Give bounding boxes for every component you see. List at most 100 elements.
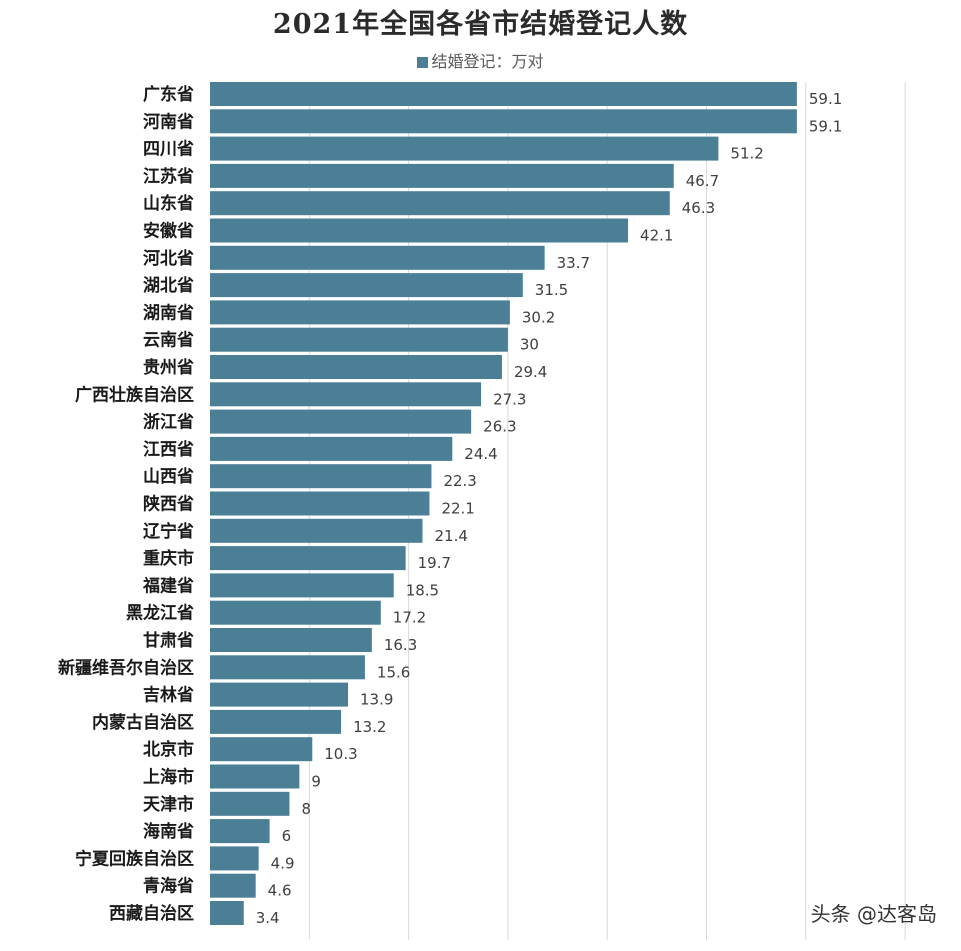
category-label: 西藏自治区 <box>109 903 194 924</box>
category-label: 青海省 <box>143 876 194 897</box>
category-label: 福建省 <box>142 575 194 596</box>
value-label: 3.4 <box>256 909 280 927</box>
bar <box>210 518 423 543</box>
category-label: 云南省 <box>143 330 194 351</box>
bar <box>210 901 244 925</box>
bar <box>210 109 797 134</box>
category-label: 浙江省 <box>143 412 194 433</box>
value-label: 22.1 <box>441 500 474 518</box>
value-label: 27.3 <box>493 390 526 408</box>
bar <box>210 682 349 707</box>
category-label: 吉林省 <box>143 685 194 706</box>
category-label: 重庆市 <box>143 548 194 569</box>
category-label: 山西省 <box>143 466 194 487</box>
category-label: 河南省 <box>143 111 194 132</box>
legend: 结婚登记：万对 <box>0 48 961 72</box>
value-label: 46.3 <box>682 199 715 217</box>
bar <box>210 218 629 243</box>
bar <box>210 655 365 680</box>
value-label: 59.1 <box>809 90 842 108</box>
bar <box>210 327 508 352</box>
category-label: 上海市 <box>143 767 194 788</box>
category-label: 北京市 <box>143 739 194 760</box>
category-label: 新疆维吾尔自治区 <box>58 657 194 678</box>
value-labels: 59.1 59.1 51.2 46.7 46.3 42.1 33.7 31.5 30.2 30 29… <box>256 90 843 927</box>
value-label: 30 <box>520 336 539 354</box>
value-label: 24.4 <box>464 445 497 463</box>
category-label: 黑龙江省 <box>126 603 194 624</box>
bar <box>210 464 432 489</box>
value-label: 15.6 <box>377 663 410 681</box>
bar <box>210 819 270 844</box>
bar <box>210 191 670 216</box>
bar <box>210 245 545 270</box>
bar <box>210 273 523 298</box>
bar <box>210 382 482 407</box>
category-label: 广东省 <box>143 84 194 105</box>
bar <box>210 491 430 516</box>
value-label: 46.7 <box>686 172 719 190</box>
watermark: 头条 @达客岛 <box>810 902 937 926</box>
bar <box>210 791 290 816</box>
bar <box>210 300 510 325</box>
category-labels: 广东省河南省四川省江苏省山东省安徽省河北省湖北省湖南省云南省贵州省广西壮族自治区… <box>58 84 194 924</box>
category-label: 内蒙古自治区 <box>92 712 194 733</box>
value-label: 4.9 <box>271 854 295 872</box>
bar <box>210 600 381 625</box>
bar <box>210 163 674 188</box>
category-label: 湖南省 <box>143 302 194 323</box>
value-label: 13.9 <box>360 691 393 709</box>
bar <box>210 737 313 762</box>
category-label: 辽宁省 <box>143 521 194 542</box>
value-label: 29.4 <box>514 363 547 381</box>
value-label: 42.1 <box>640 227 673 245</box>
category-label: 陕西省 <box>143 494 194 515</box>
category-label: 广西壮族自治区 <box>75 384 194 405</box>
value-label: 59.1 <box>809 117 842 135</box>
category-label: 甘肃省 <box>143 630 194 651</box>
bars <box>210 82 797 925</box>
category-label: 江西省 <box>143 439 194 460</box>
legend-label: 结婚登记：万对 <box>431 52 544 71</box>
value-label: 13.2 <box>353 718 386 736</box>
category-label: 江苏省 <box>143 166 194 187</box>
value-label: 19.7 <box>418 554 451 572</box>
bar <box>210 628 372 652</box>
bar <box>210 436 453 461</box>
value-label: 17.2 <box>393 609 426 627</box>
value-label: 22.3 <box>443 472 476 490</box>
bar <box>210 355 502 379</box>
value-label: 18.5 <box>406 581 439 599</box>
bar <box>210 873 256 898</box>
category-label: 四川省 <box>143 139 194 160</box>
value-label: 10.3 <box>324 745 357 763</box>
legend-swatch <box>417 57 429 68</box>
value-label: 21.4 <box>435 527 468 545</box>
category-label: 贵州省 <box>143 357 194 378</box>
bar <box>210 846 259 871</box>
value-label: 51.2 <box>730 145 763 163</box>
category-label: 宁夏回族自治区 <box>75 848 194 869</box>
category-label: 天津市 <box>143 794 194 815</box>
value-label: 30.2 <box>522 308 555 326</box>
bar <box>210 709 342 734</box>
value-label: 8 <box>301 800 311 818</box>
bar <box>210 82 797 106</box>
value-label: 6 <box>282 827 292 845</box>
value-label: 4.6 <box>268 882 292 900</box>
bar <box>210 546 406 571</box>
category-label: 海南省 <box>143 821 194 842</box>
value-label: 26.3 <box>483 418 516 436</box>
bar <box>210 573 394 598</box>
chart-title: 2021年全国各省市结婚登记人数 <box>272 9 689 40</box>
category-label: 河北省 <box>143 248 194 269</box>
bar <box>210 764 300 789</box>
value-label: 31.5 <box>535 281 568 299</box>
value-label: 33.7 <box>557 254 590 272</box>
bar <box>210 136 719 161</box>
value-label: 16.3 <box>384 636 417 654</box>
value-label: 9 <box>311 773 321 791</box>
category-label: 山东省 <box>143 193 194 214</box>
category-label: 湖北省 <box>143 275 194 296</box>
